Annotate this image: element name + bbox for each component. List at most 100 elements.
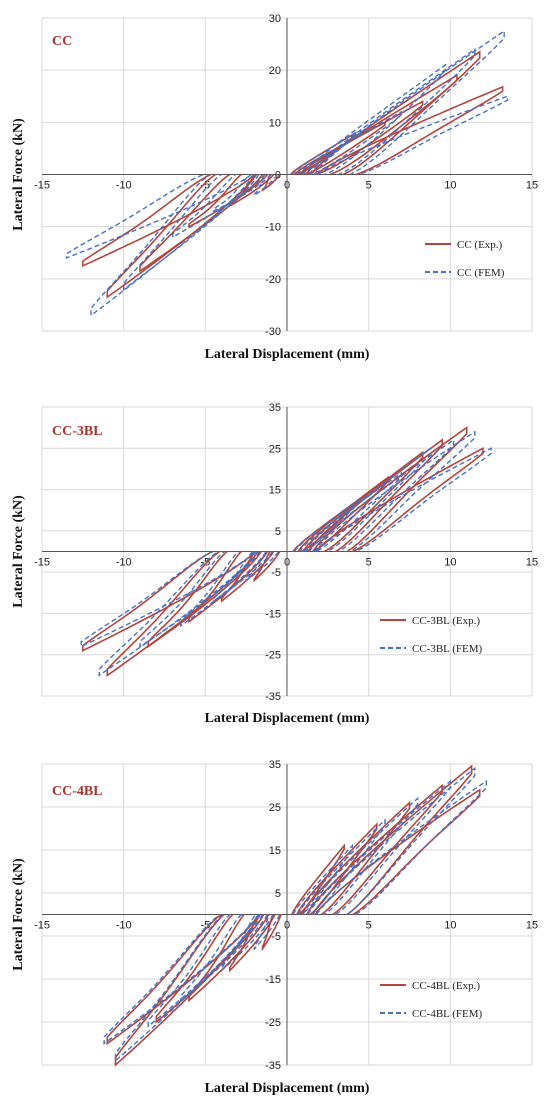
chart-panel-3: -15 -10 -5 0 5 10 15-35-25-15-55152535CC-4BLLa… <box>11 759 538 1096</box>
panel-label: CC <box>52 34 72 49</box>
y-tick-label: -35 <box>265 691 281 703</box>
hysteresis-cycle <box>106 913 260 1046</box>
x-tick-label: -15 <box>34 557 50 569</box>
legend: CC (Exp.) CC (FEM) <box>425 239 505 279</box>
y-tick-label: 15 <box>269 485 281 497</box>
hysteresis-cycle <box>293 496 362 553</box>
y-tick-label: 25 <box>269 443 281 455</box>
legend-label: CC-3BL (Exp.) <box>412 615 480 627</box>
hysteresis-cycle <box>180 914 268 1002</box>
x-tick-label: -5 <box>200 180 210 192</box>
x-tick-label: 0 <box>284 180 290 192</box>
hysteresis-cycle <box>261 914 282 952</box>
hysteresis-cycle <box>303 446 432 553</box>
hysteresis-cycle <box>304 74 458 176</box>
hysteresis-cycle <box>313 29 505 176</box>
hysteresis-cycle <box>80 550 256 648</box>
hysteresis-cycle <box>302 796 419 916</box>
x-tick-label: -15 <box>34 180 50 192</box>
series-fem <box>65 29 509 317</box>
x-tick-label: -10 <box>116 557 132 569</box>
y-tick-label: -20 <box>265 274 281 286</box>
y-tick-label: 5 <box>275 888 281 900</box>
panel-label: CC-3BL <box>52 424 103 439</box>
x-tick-label: 15 <box>526 557 538 569</box>
hysteresis-cycle <box>253 174 278 197</box>
legend: CC-3BL (Exp.) CC-3BL (FEM) <box>380 615 483 655</box>
hysteresis-cycle <box>106 550 259 677</box>
hysteresis-cycle <box>188 913 270 1003</box>
chart-panel-2: -15 -10 -5 0 5 10 15-35-25-15-55152535CC-3BLLa… <box>11 402 538 726</box>
x-tick-label: 0 <box>284 557 290 569</box>
hysteresis-cycle <box>212 551 273 603</box>
y-tick-label: -25 <box>265 650 281 662</box>
x-tick-label: -5 <box>200 557 210 569</box>
y-tick-label: -15 <box>265 608 281 620</box>
y-tick-label: -15 <box>265 974 281 986</box>
panel-label: CC-4BL <box>52 784 103 799</box>
y-tick-label: -30 <box>265 326 281 338</box>
x-tick-label: 10 <box>444 920 456 932</box>
hysteresis-cycle <box>315 85 504 176</box>
hysteresis-cycle <box>65 173 252 260</box>
hysteresis-cycle <box>302 63 447 176</box>
hysteresis-cycle <box>292 843 353 916</box>
y-tick-label: 25 <box>269 802 281 814</box>
x-tick-label: 10 <box>444 180 456 192</box>
hysteresis-cycle <box>308 47 476 176</box>
legend-label: CC-4BL (FEM) <box>412 1008 483 1020</box>
y-tick-label: 35 <box>269 759 281 771</box>
hysteresis-cycle <box>317 95 509 176</box>
y-axis-title: Lateral Force (kN) <box>11 858 26 971</box>
series-exp <box>106 764 481 1067</box>
hysteresis-cycle <box>296 110 402 176</box>
hysteresis-cycle <box>172 173 266 239</box>
y-tick-label: -25 <box>265 1017 281 1029</box>
series-fem <box>103 766 487 1063</box>
x-tick-label: -5 <box>200 920 210 932</box>
legend-label: CC (FEM) <box>457 267 505 279</box>
hysteresis-cycle <box>139 173 264 273</box>
y-tick-label: 20 <box>269 65 281 77</box>
x-tick-label: -10 <box>116 920 132 932</box>
y-tick-label: -5 <box>271 931 281 943</box>
hysteresis-cycle <box>82 550 256 652</box>
chart-panel-1: -15 -10 -5 0 5 10 15 -30 -20 -10 0 10 20 30 CC Lateral … <box>11 13 538 362</box>
hysteresis-cycle <box>261 174 281 192</box>
legend: CC-4BL (Exp.) CC-4BL (FEM) <box>380 980 483 1020</box>
hysteresis-cycle <box>98 550 259 677</box>
hysteresis-cycle <box>103 913 259 1045</box>
hysteresis-cycle <box>253 914 281 951</box>
y-tick-label: 35 <box>269 402 281 414</box>
legend-label: CC (Exp.) <box>457 239 503 251</box>
y-tick-label: 10 <box>269 117 281 129</box>
hysteresis-cycle <box>82 173 255 268</box>
x-tick-label: -15 <box>34 920 50 932</box>
hysteresis-cycle <box>313 430 476 553</box>
y-tick-label: -5 <box>271 567 281 579</box>
y-tick-label: 15 <box>269 845 281 857</box>
hysteresis-cycle <box>90 173 255 317</box>
series-fem <box>80 430 492 677</box>
hysteresis-cycle <box>308 438 455 553</box>
x-tick-label: 10 <box>444 557 456 569</box>
hysteresis-cycle <box>114 913 261 1063</box>
hysteresis-cycle <box>139 550 261 648</box>
hysteresis-cycle <box>312 764 473 916</box>
hysteresis-cycle <box>291 129 362 176</box>
x-tick-label: 15 <box>526 180 538 192</box>
hysteresis-cycle <box>212 173 272 213</box>
series-exp <box>82 50 504 299</box>
hysteresis-cycle <box>314 788 481 916</box>
hysteresis-cycle <box>180 551 267 628</box>
hysteresis-cycle <box>291 843 345 916</box>
x-tick-label: 0 <box>284 920 290 932</box>
x-tick-label: -10 <box>116 180 132 192</box>
hysteresis-cycle <box>221 914 275 972</box>
hysteresis-cycle <box>315 779 487 916</box>
x-tick-label: 5 <box>366 180 372 192</box>
hysteresis-cycle <box>314 446 484 553</box>
hysteresis-cycle <box>315 447 492 553</box>
